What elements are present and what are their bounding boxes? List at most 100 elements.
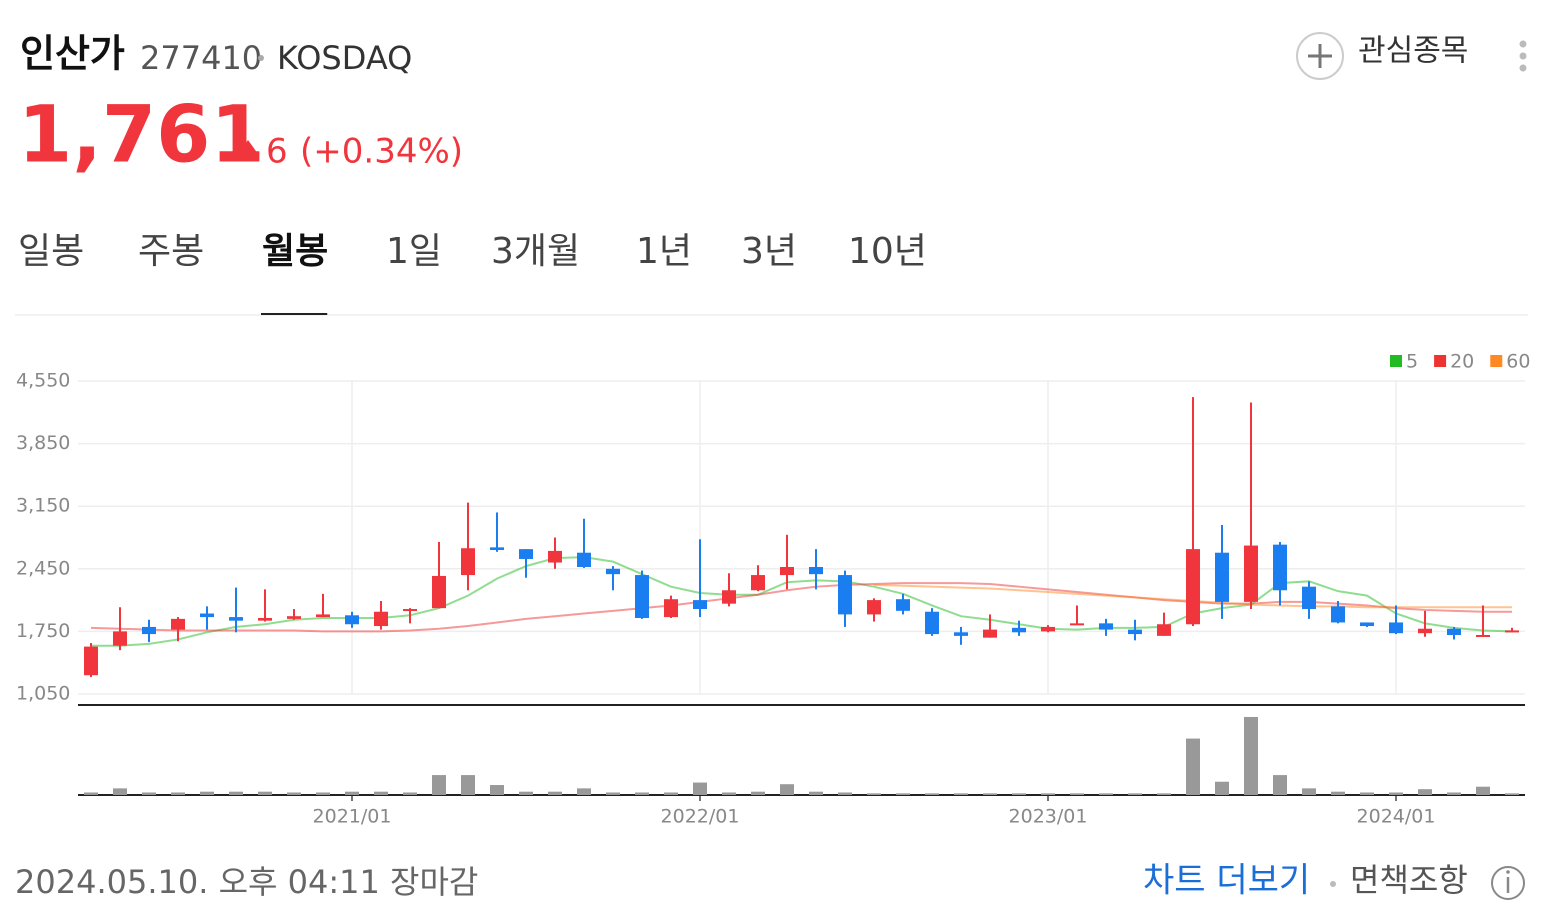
candle-body [1418,628,1432,634]
candle-body [1215,552,1229,602]
candle-body [113,631,127,646]
candle-body [780,567,794,576]
candle-body [1302,586,1316,610]
tab[interactable]: 주봉 [138,231,204,272]
volume-bar [200,791,214,795]
volume-bar [867,793,881,795]
y-tick-label: 4,550 [16,370,70,392]
volume-bar [1157,793,1171,795]
volume-bar [1447,792,1461,795]
menu-dot [1519,52,1527,60]
candle-body [316,614,330,618]
candle-body [867,600,881,615]
candle-body [925,611,939,635]
volume-bar [1476,786,1490,795]
separator-dot [258,55,264,61]
candle-body [461,548,475,576]
candle-body [809,567,823,575]
tab[interactable]: 10년 [848,231,927,272]
tab[interactable]: 일봉 [18,231,84,272]
x-tick-label: 2024/01 [1357,806,1436,828]
candle-body [896,599,910,611]
chart-more-link[interactable]: 차트 더보기 [1143,861,1310,901]
change-pct: (+0.34%) [300,132,463,172]
legend-label: 5 [1406,351,1418,373]
volume-bar [780,784,794,795]
volume-bar [1128,793,1142,795]
candle-body [1505,630,1519,633]
tab[interactable]: 1년 [636,231,692,272]
candle-body [954,632,968,636]
volume-bar [1012,793,1026,795]
disclaimer-link[interactable]: 면책조항 [1350,861,1468,899]
moving-average-line [90,582,1512,633]
volume-bar [316,792,330,795]
volume-bar [84,792,98,795]
candle-body [519,549,533,559]
candle-body [1331,606,1345,623]
volume-bar [1360,792,1374,795]
candle-body [1389,622,1403,634]
info-i-dot [1506,870,1510,874]
candle-body [1244,545,1258,602]
candle-body [374,611,388,627]
volume-bar [1244,716,1258,795]
watch-button[interactable]: 관심종목 [1296,32,1468,80]
candle-body [142,626,156,635]
tab[interactable]: 1일 [386,231,442,272]
volume-bar [1273,775,1287,795]
more-menu[interactable] [1519,40,1527,72]
candle-body [1360,622,1374,627]
volume-bar [403,792,417,795]
x-tick-label: 2023/01 [1009,806,1088,828]
candle-body [1447,628,1461,635]
legend-label: 20 [1450,351,1474,373]
volume-bar [345,791,359,795]
candle-body [345,615,359,625]
tab[interactable]: 3개월 [491,231,580,272]
volume-bar [461,775,475,795]
volume-bar [113,788,127,795]
candle-body [664,599,678,618]
volume-bar [432,775,446,795]
volume-bar [171,792,185,795]
candle-body [1476,634,1490,637]
tab[interactable]: 3년 [741,231,797,272]
candle-body [577,552,591,568]
candle-body [1186,549,1200,625]
volume-bar [1505,793,1519,795]
volume-bar [1389,792,1403,795]
legend-swatch [1434,355,1447,367]
candle-body [171,618,185,630]
change: 6 [266,132,288,172]
candle-body [229,617,243,621]
volume-bar [1418,789,1432,795]
candle-body [606,568,620,575]
separator-dot [1330,881,1336,887]
candle-body [403,609,417,612]
candle-body [84,646,98,676]
candle-body [1157,624,1171,636]
stock-market: KOSDAQ [277,39,412,77]
tab[interactable]: 월봉 [262,231,328,272]
volume-bar [722,792,736,795]
y-tick-label: 1,750 [16,620,70,642]
price: 1,761 [18,90,265,180]
volume-bar [838,792,852,795]
volume-bar [954,793,968,795]
volume-bar [519,791,533,795]
volume-bar [258,791,272,795]
volume-bar [606,792,620,795]
x-tick-label: 2021/01 [313,806,392,828]
volume-bar [374,791,388,795]
volume-bar [577,788,591,795]
candle-body [1012,627,1026,633]
candle-body [1273,544,1287,591]
candle-body [838,575,852,615]
candle-body [490,547,504,551]
volume-bar [1186,738,1200,795]
timestamp: 2024.05.10. 오후 04:11 장마감 [15,863,478,901]
x-tick-label: 2022/01 [661,806,740,828]
watch-label: 관심종목 [1358,34,1468,69]
